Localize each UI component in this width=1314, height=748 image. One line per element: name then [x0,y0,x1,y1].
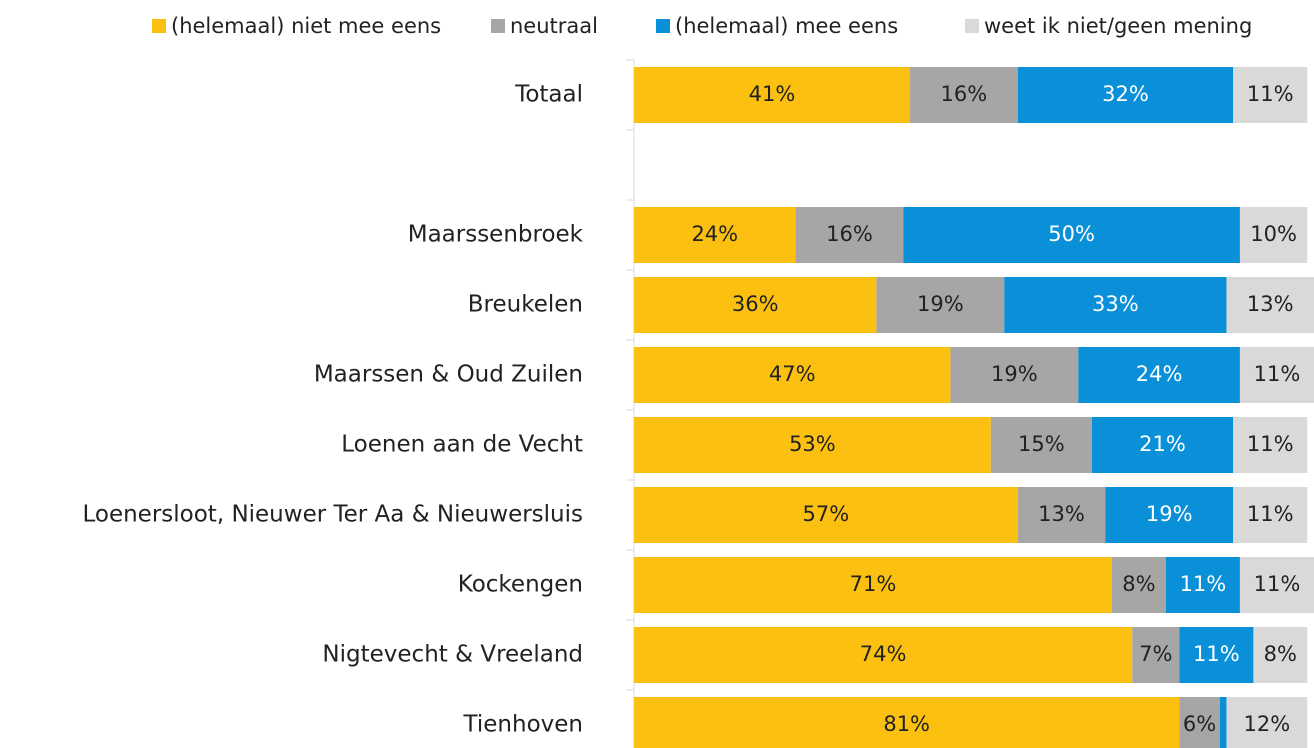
value-label: 21% [1139,432,1186,456]
category-label: Nigtevecht & Vreeland [322,642,583,668]
bar-segment [910,67,1018,123]
legend-swatch [152,19,166,33]
value-label: 19% [917,292,964,316]
legend-label: (helemaal) niet mee eens [171,14,441,38]
category-label: Loenen aan de Vecht [341,432,583,458]
value-label: 15% [1018,432,1065,456]
legend-swatch [965,19,979,33]
value-label: 8% [1264,642,1297,666]
bar-segment [1179,697,1220,748]
bar-segment [1239,347,1314,403]
value-label: 47% [769,362,816,386]
value-label: 8% [1122,572,1155,596]
value-label: 50% [1048,222,1095,246]
bar-segment [1233,487,1308,543]
bar-segment [1112,557,1166,613]
bar-segment [634,67,911,123]
value-label: 53% [789,432,836,456]
bar-segment [1105,487,1234,543]
bar-segment [1226,277,1314,333]
value-label: 33% [1092,292,1139,316]
bar-segment [795,207,904,263]
value-label: 74% [860,642,907,666]
bar-segment [634,487,1018,543]
bar-segment [1239,207,1308,263]
bar-segment [1233,417,1308,473]
bar-segment [634,627,1133,683]
bar-segment [1132,627,1180,683]
value-label: 16% [941,82,988,106]
value-label: 11% [1193,642,1240,666]
value-label: 57% [803,502,850,526]
value-label: 11% [1247,432,1294,456]
bar-segment [634,277,877,333]
value-label: 11% [1247,502,1294,526]
category-label: Maarssenbroek [408,222,584,248]
legend-label: (helemaal) mee eens [675,14,898,38]
category-label: Maarssen & Oud Zuilen [314,362,583,388]
bar-segment [1219,697,1227,748]
category-label: Tienhoven [463,712,583,738]
value-label: 41% [749,82,796,106]
value-label: 36% [732,292,779,316]
bar-segment [1179,627,1254,683]
bar-segment [634,697,1180,748]
legend-label: weet ik niet/geen mening [984,14,1252,38]
value-label: 12% [1244,712,1291,736]
category-label: Totaal [514,82,583,108]
bar-segment [634,417,991,473]
legend-swatch [491,19,505,33]
value-label: 81% [883,712,930,736]
value-label: 32% [1102,82,1149,106]
category-label: Kockengen [458,572,583,598]
bar-segment [1004,277,1227,333]
bar-segment [634,207,796,263]
value-label: 19% [991,362,1038,386]
value-label: 6% [1183,712,1216,736]
bar-segment [903,207,1240,263]
bar-segment [1239,557,1314,613]
value-label: 24% [691,222,738,246]
bar-segment [1233,67,1308,123]
bar-segment [634,347,951,403]
bar-segment [634,557,1113,613]
bar-segment [1253,627,1308,683]
bar-segment [990,417,1092,473]
value-label: 11% [1180,572,1227,596]
bar-segment [1165,557,1240,613]
value-label: 11% [1247,82,1294,106]
bar-segment [876,277,1005,333]
value-label: 11% [1254,572,1301,596]
bar-segment [1078,347,1240,403]
value-label: 13% [1038,502,1085,526]
value-label: 13% [1247,292,1294,316]
value-label: 10% [1250,222,1297,246]
value-label: 11% [1254,362,1301,386]
legend-label: neutraal [510,14,598,38]
value-label: 7% [1139,642,1172,666]
bar-segment [1091,417,1234,473]
legend-swatch [656,19,670,33]
value-label: 16% [826,222,873,246]
category-label: Loenersloot, Nieuwer Ter Aa & Nieuwerslu… [82,502,583,528]
bar-segment [1226,697,1308,748]
value-label: 19% [1146,502,1193,526]
value-label: 24% [1136,362,1183,386]
value-label: 71% [850,572,897,596]
bar-segment [950,347,1079,403]
bar-segment [1017,67,1234,123]
bar-segment [1017,487,1106,543]
category-label: Breukelen [468,292,583,318]
